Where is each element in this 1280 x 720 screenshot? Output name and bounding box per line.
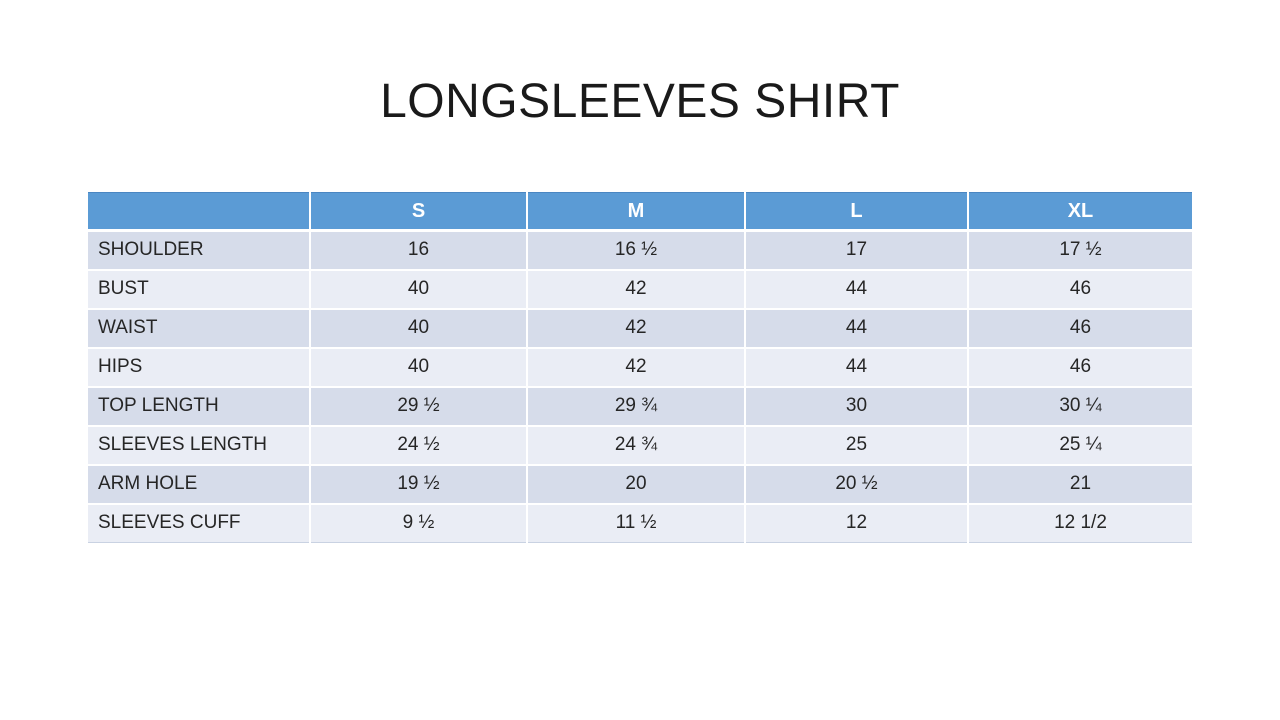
row-label: ARM HOLE — [88, 464, 310, 505]
size-value-cell: 11 ½ — [526, 503, 745, 543]
size-chart-table: S M L XL SHOULDER 16 16 ½ 17 17 ½ BUST 4… — [88, 192, 1192, 543]
row-label: WAIST — [88, 308, 310, 349]
size-value-cell: 46 — [967, 269, 1192, 310]
table-row-waist: WAIST 40 42 44 46 — [88, 308, 1192, 349]
size-value-cell: 29 ½ — [309, 386, 527, 427]
table-row-sleeves-cuff: SLEEVES CUFF 9 ½ 11 ½ 12 12 1/2 — [88, 503, 1192, 543]
table-row-hips: HIPS 40 42 44 46 — [88, 347, 1192, 388]
table-row-sleeves-length: SLEEVES LENGTH 24 ½ 24 ¾ 25 25 ¼ — [88, 425, 1192, 466]
table-header-row: S M L XL — [88, 192, 1192, 232]
row-label: SHOULDER — [88, 230, 310, 271]
size-value-cell: 20 — [526, 464, 745, 505]
size-value-cell: 44 — [744, 308, 968, 349]
size-value-cell: 25 — [744, 425, 968, 466]
row-label: BUST — [88, 269, 310, 310]
size-value-cell: 46 — [967, 308, 1192, 349]
row-label: SLEEVES CUFF — [88, 503, 310, 543]
size-value-cell: 16 — [309, 230, 527, 271]
header-cell-s: S — [309, 192, 527, 232]
size-value-cell: 12 — [744, 503, 968, 543]
size-value-cell: 46 — [967, 347, 1192, 388]
table-row-arm-hole: ARM HOLE 19 ½ 20 20 ½ 21 — [88, 464, 1192, 505]
size-value-cell: 42 — [526, 347, 745, 388]
size-value-cell: 40 — [309, 269, 527, 310]
size-value-cell: 40 — [309, 347, 527, 388]
size-value-cell: 29 ¾ — [526, 386, 745, 427]
table-row-top-length: TOP LENGTH 29 ½ 29 ¾ 30 30 ¼ — [88, 386, 1192, 427]
size-value-cell: 30 ¼ — [967, 386, 1192, 427]
size-value-cell: 24 ¾ — [526, 425, 745, 466]
table-row-bust: BUST 40 42 44 46 — [88, 269, 1192, 310]
size-value-cell: 44 — [744, 347, 968, 388]
size-value-cell: 21 — [967, 464, 1192, 505]
row-label: TOP LENGTH — [88, 386, 310, 427]
size-value-cell: 9 ½ — [309, 503, 527, 543]
size-value-cell: 24 ½ — [309, 425, 527, 466]
size-value-cell: 20 ½ — [744, 464, 968, 505]
size-value-cell: 42 — [526, 269, 745, 310]
header-cell-l: L — [744, 192, 968, 232]
size-value-cell: 25 ¼ — [967, 425, 1192, 466]
size-value-cell: 17 ½ — [967, 230, 1192, 271]
header-cell-m: M — [526, 192, 745, 232]
size-value-cell: 12 1/2 — [967, 503, 1192, 543]
size-value-cell: 40 — [309, 308, 527, 349]
size-value-cell: 16 ½ — [526, 230, 745, 271]
header-cell-xl: XL — [967, 192, 1192, 232]
size-value-cell: 17 — [744, 230, 968, 271]
table-row-shoulder: SHOULDER 16 16 ½ 17 17 ½ — [88, 230, 1192, 271]
row-label: HIPS — [88, 347, 310, 388]
header-cell-blank — [88, 192, 310, 232]
row-label: SLEEVES LENGTH — [88, 425, 310, 466]
page-title: LONGSLEEVES SHIRT — [380, 75, 900, 128]
size-value-cell: 19 ½ — [309, 464, 527, 505]
size-value-cell: 42 — [526, 308, 745, 349]
size-value-cell: 44 — [744, 269, 968, 310]
size-value-cell: 30 — [744, 386, 968, 427]
